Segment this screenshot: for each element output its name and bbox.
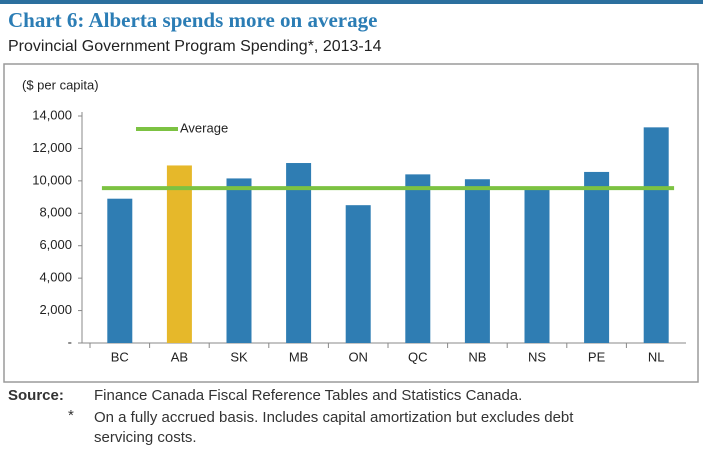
- note-line: servicing costs.: [94, 429, 197, 446]
- x-tick-label: NS: [528, 349, 546, 364]
- x-tick-label: NB: [468, 349, 486, 364]
- y-tick-label: 2,000: [39, 302, 72, 317]
- y-tick-label: 4,000: [39, 270, 72, 285]
- y-tick-label: 12,000: [32, 140, 72, 155]
- x-tick-label: NL: [648, 349, 665, 364]
- y-tick-label: 14,000: [32, 107, 72, 122]
- chart-title: Chart 6: Alberta spends more on average: [8, 8, 377, 32]
- x-tick-label: ON: [348, 349, 368, 364]
- bar: [405, 174, 431, 343]
- x-tick-label: QC: [408, 349, 428, 364]
- bar: [107, 198, 133, 343]
- y-axis-label: ($ per capita): [22, 77, 99, 92]
- bar: [286, 163, 312, 343]
- chart-subtitle: Provincial Government Program Spending*,…: [8, 38, 382, 55]
- source-label: Source:: [8, 387, 64, 404]
- y-tick-label: 8,000: [39, 205, 72, 220]
- bar: [643, 127, 669, 343]
- note-line: On a fully accrued basis. Includes capit…: [94, 409, 574, 426]
- legend-label: Average: [180, 120, 228, 135]
- bar: [584, 171, 610, 343]
- bar: [226, 178, 252, 343]
- x-tick-label: MB: [289, 349, 309, 364]
- x-tick-label: PE: [588, 349, 606, 364]
- x-tick-label: AB: [171, 349, 188, 364]
- top-rule: [0, 0, 703, 4]
- y-tick-label: 10,000: [32, 172, 72, 187]
- y-tick-label: 6,000: [39, 237, 72, 252]
- source-text: Finance Canada Fiscal Reference Tables a…: [94, 387, 522, 404]
- bar: [166, 165, 192, 343]
- bar: [524, 188, 550, 343]
- y-tick-label: -: [68, 334, 72, 349]
- bar: [345, 205, 371, 343]
- x-tick-label: SK: [230, 349, 248, 364]
- note-marker: *: [68, 407, 74, 424]
- bar: [464, 179, 490, 343]
- x-tick-label: BC: [111, 349, 129, 364]
